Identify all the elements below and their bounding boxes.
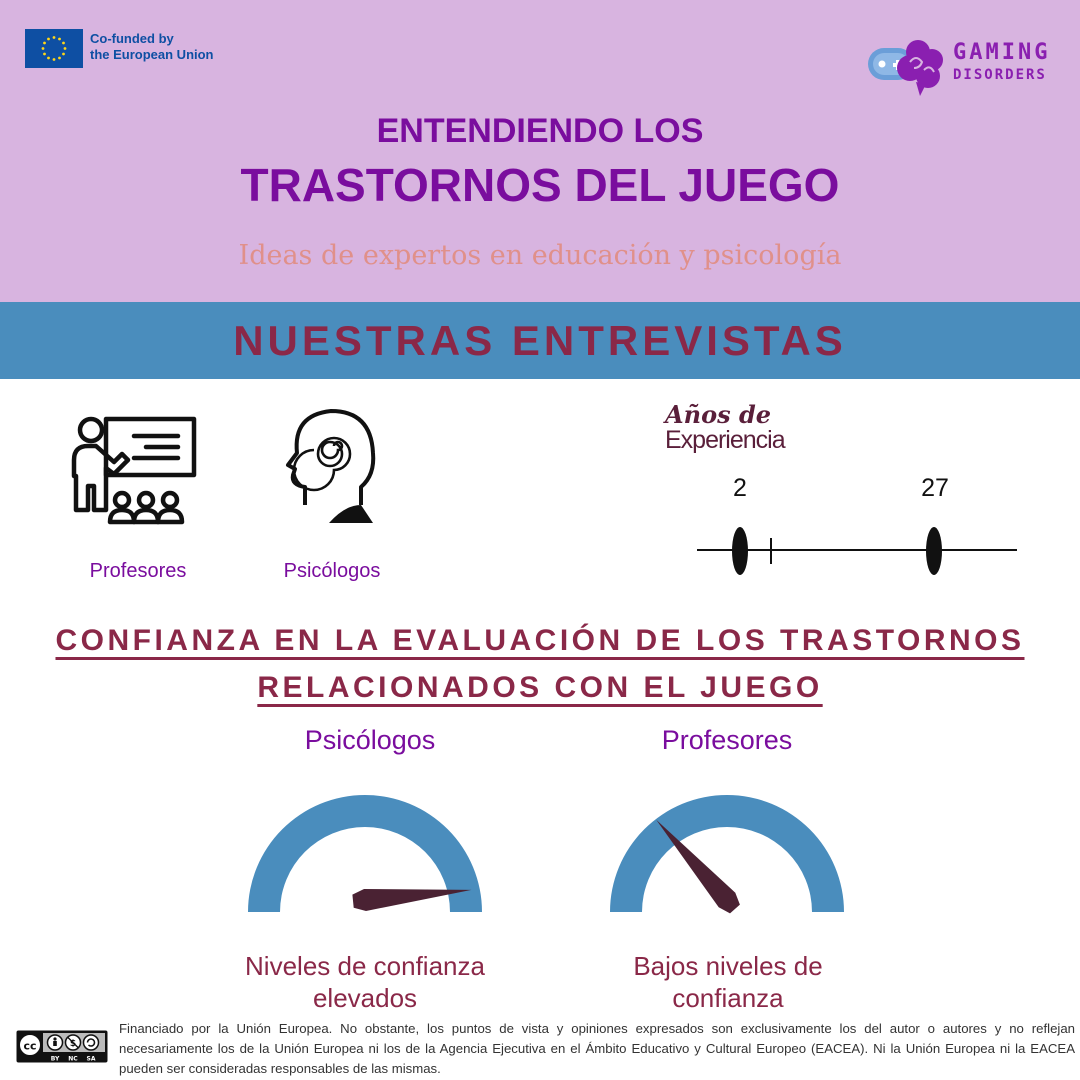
gauge-psychologists <box>248 795 482 912</box>
confidence-heading: CONFIANZA EN LA EVALUACIÓN DE LOS TRASTO… <box>0 617 1080 711</box>
experience-title-italic: Años de <box>665 400 771 429</box>
confidence-heading-line1: CONFIANZA EN LA EVALUACIÓN DE LOS TRASTO… <box>55 624 1025 657</box>
gauge-arc <box>248 795 482 912</box>
gauge-needle <box>352 889 472 911</box>
eu-cofunded-text: Co-funded by the European Union <box>90 31 214 62</box>
psychology-head-icon <box>286 409 376 523</box>
gauge-teachers <box>610 795 844 914</box>
timeline-marker-max <box>926 527 942 575</box>
gaming-disorders-logo-icon <box>868 40 943 96</box>
gauge-arc <box>610 795 844 912</box>
creative-commons-license-icon: cc $ BY NC SA <box>16 1030 108 1063</box>
gauge-psychologists-caption: Niveles de confianza elevados <box>245 951 485 1013</box>
interviews-heading: NUESTRAS ENTREVISTAS <box>233 317 847 364</box>
svg-text:$: $ <box>70 1039 76 1049</box>
page-title-line2: TRASTORNOS DEL JUEGO <box>240 159 840 211</box>
experience-timeline <box>697 527 1017 575</box>
experience-max-value: 27 <box>921 474 949 502</box>
license-label-sa: SA <box>87 1056 96 1063</box>
gauge-needle <box>656 819 740 914</box>
svg-text:cc: cc <box>23 1040 36 1053</box>
license-label-by: BY <box>51 1056 60 1063</box>
psychologists-label: Psicólogos <box>283 560 381 582</box>
license-label-nc: NC <box>68 1056 78 1063</box>
teachers-label: Profesores <box>89 560 187 582</box>
experience-min-value: 2 <box>733 474 747 502</box>
confidence-heading-line2: RELACIONADOS CON EL JUEGO <box>257 671 823 704</box>
page-subtitle: Ideas de expertos en educación y psicolo… <box>238 240 842 271</box>
eu-flag-icon <box>25 29 83 68</box>
gauge-psychologists-label: Psicólogos <box>304 725 436 755</box>
timeline-marker-min <box>732 527 748 575</box>
interviews-band <box>0 302 1080 379</box>
gaming-disorders-logo-text: GAMING DISORDERS <box>953 40 1051 83</box>
eu-disclaimer-text: Financiado por la Unión Europea. No obst… <box>119 1021 1075 1076</box>
gauge-teachers-label: Profesores <box>661 725 793 755</box>
logo-word-gaming: GAMING <box>953 40 1051 65</box>
gauge-teachers-caption: Bajos niveles de confianza <box>633 951 823 1013</box>
logo-word-disorders: DISORDERS <box>953 67 1047 83</box>
teacher-icon <box>71 416 197 525</box>
page-title-line1: ENTENDIENDO LOS <box>376 112 704 150</box>
experience-title: Experiencia <box>665 426 786 454</box>
